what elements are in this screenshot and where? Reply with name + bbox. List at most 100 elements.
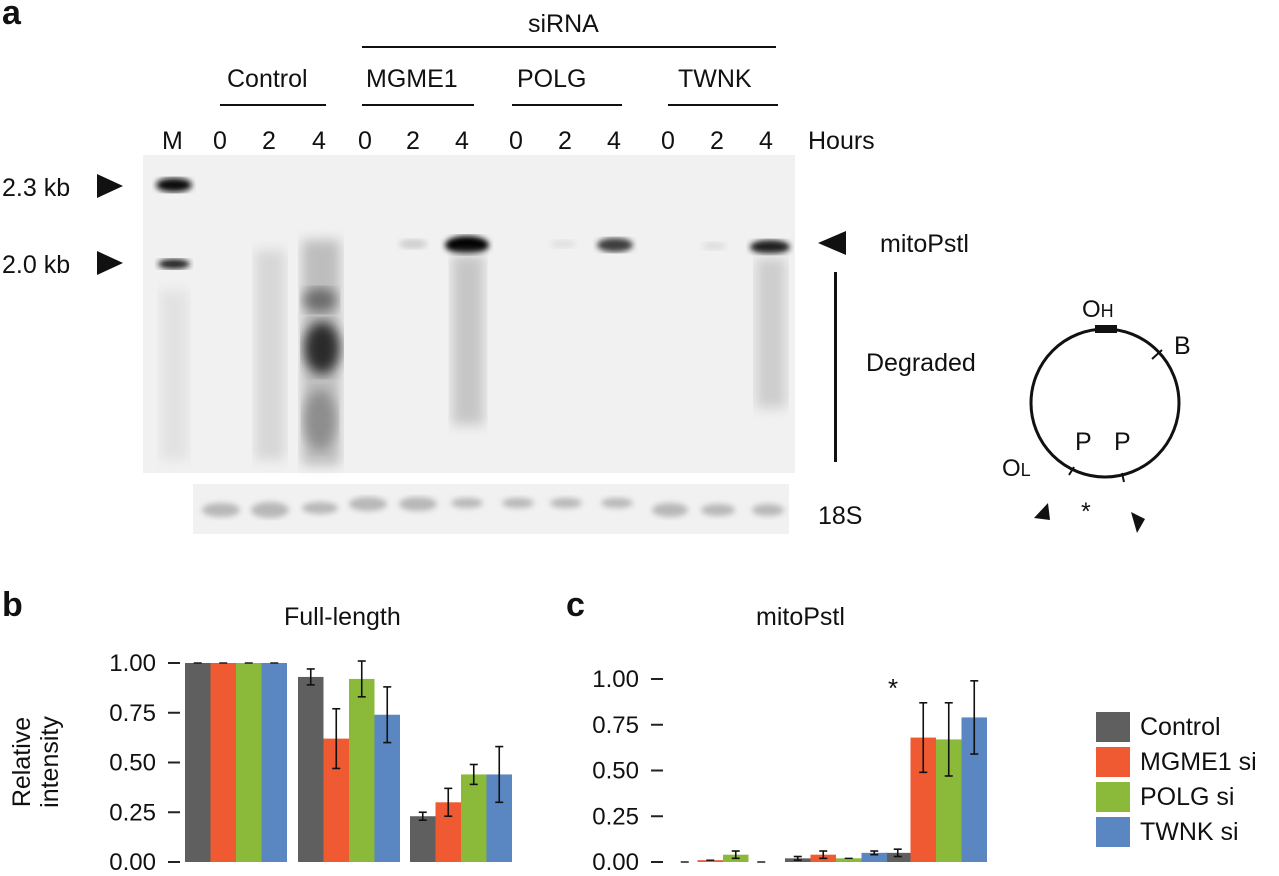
hour-label: 0: [358, 127, 372, 155]
y-tick-label: 0.75: [592, 712, 639, 739]
legend-swatch: [1096, 817, 1130, 847]
marker-band-2-0kb: [158, 259, 190, 269]
sirna-bracket: [362, 46, 776, 48]
b-site-mark: [1151, 349, 1163, 360]
legend-swatch: [1096, 712, 1130, 742]
map-oh-label: OH: [1082, 296, 1114, 323]
panel-label-c: c: [566, 586, 585, 624]
hour-label: 2: [710, 127, 724, 155]
bar: [885, 852, 911, 862]
bar: [461, 774, 487, 862]
significance-star: *: [888, 673, 898, 703]
legend-label: MGME1 si: [1140, 748, 1257, 776]
control-4h-dark: [304, 322, 340, 374]
marker-band-2-3kb: [156, 178, 192, 192]
probe-arrow-right-icon: [1131, 512, 1145, 533]
hour-label: 0: [509, 127, 523, 155]
twnk-2h-band: [702, 242, 726, 250]
degraded-bracket: [834, 272, 837, 462]
twnk-4h-smear: [756, 258, 786, 408]
hour-label: 0: [213, 127, 227, 155]
marker-lane-label: M: [162, 127, 183, 155]
panel-label-a: a: [2, 0, 21, 32]
map-ol-label: OL: [1002, 455, 1031, 482]
legend-label: Control: [1140, 713, 1221, 741]
hour-label: 4: [312, 127, 326, 155]
loading-control-label: 18S: [818, 502, 863, 530]
hour-label: 4: [759, 127, 773, 155]
loading-control-blot-image: [193, 484, 789, 534]
18s-bands: [202, 497, 784, 518]
arrow-2-0kb-icon: [97, 251, 123, 275]
p-site-1-mark: [1068, 466, 1075, 476]
bar: [697, 860, 723, 862]
group-label-polg: POLG: [517, 65, 587, 93]
group-label-control: Control: [227, 65, 308, 93]
y-tick-label: 0.25: [592, 803, 639, 830]
hour-label: 0: [661, 127, 675, 155]
hour-label: 2: [406, 127, 420, 155]
size-marker-2-3kb: 2.3 kb: [2, 174, 71, 202]
mgme1-4h-smear: [452, 255, 484, 425]
group-bracket-twnk: [668, 104, 778, 106]
map-b-label: B: [1174, 332, 1191, 360]
y-tick-label: 0.00: [109, 849, 156, 876]
group-bracket-control: [220, 104, 326, 106]
group-bracket-polg: [512, 104, 622, 106]
y-tick-label: 0.50: [109, 750, 156, 777]
oh-origin-mark: [1095, 325, 1117, 333]
probe-arrow-left-icon: [1034, 503, 1050, 520]
polg-4h-band: [597, 238, 633, 252]
y-tick-label: 0.00: [592, 849, 639, 876]
hour-label: 2: [262, 127, 276, 155]
legend-label: TWNK si: [1140, 818, 1239, 846]
y-tick-label: 0.50: [592, 758, 639, 785]
bar: [861, 852, 887, 862]
size-marker-2-0kb: 2.0 kb: [2, 251, 71, 279]
group-bracket-mgme1: [362, 104, 474, 106]
bar: [836, 858, 862, 862]
bar: [210, 663, 236, 862]
hour-label: 4: [607, 127, 621, 155]
bar: [410, 816, 436, 862]
map-p2-label: P: [1114, 428, 1131, 456]
degraded-label: Degraded: [866, 349, 976, 377]
bar: [261, 663, 287, 862]
mgme1-4h-band: [445, 236, 489, 254]
y-tick-label: 0.75: [109, 700, 156, 727]
legend-swatch: [1096, 782, 1130, 812]
p-site-2-mark: [1121, 472, 1125, 483]
bar: [236, 663, 262, 862]
legend-swatch: [1096, 747, 1130, 777]
twnk-4h-band: [750, 240, 790, 254]
y-tick-label: 0.25: [109, 799, 156, 826]
group-label-twnk: TWNK: [678, 65, 752, 93]
arrow-2-3kb-icon: [97, 174, 123, 198]
sirna-label: siRNA: [528, 10, 599, 38]
bar: [298, 676, 324, 862]
marker-smear: [160, 290, 188, 460]
control-2h-smear: [255, 250, 285, 460]
y-tick-label: 1.00: [109, 650, 156, 677]
y-tick-label: 1.00: [592, 666, 639, 693]
hour-label: 2: [558, 127, 572, 155]
arrow-mitopstl-icon: [818, 231, 846, 255]
map-p1-label: P: [1075, 428, 1092, 456]
hours-label: Hours: [808, 127, 875, 155]
panel-label-b: b: [2, 586, 23, 624]
bar: [349, 678, 375, 862]
hour-label: 4: [455, 127, 469, 155]
mgme1-2h-band: [399, 239, 427, 249]
group-label-mgme1: MGME1: [366, 65, 458, 93]
chart-c-title: mitoPstl: [756, 603, 845, 631]
bar: [185, 663, 211, 862]
chart-b-title: Full-length: [284, 603, 401, 631]
control-4h-mid: [303, 288, 337, 312]
map-star: *: [1081, 498, 1091, 526]
mitopstl-band-label: mitoPstl: [880, 230, 969, 258]
legend-label: POLG si: [1140, 783, 1235, 811]
control-4h-low: [304, 390, 336, 450]
polg-2h-band: [550, 240, 576, 248]
